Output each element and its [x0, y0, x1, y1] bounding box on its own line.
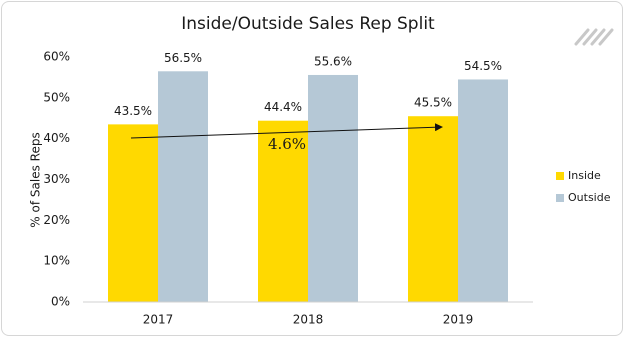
- value-label: 54.5%: [464, 59, 502, 73]
- x-tick-label: 2017: [143, 313, 174, 327]
- y-tick-label: 60%: [43, 50, 70, 64]
- trend-arrow: [130, 123, 443, 139]
- y-tick-label: 30%: [43, 172, 70, 186]
- legend-swatch: [556, 194, 564, 202]
- x-tick-label: 2019: [443, 313, 474, 327]
- value-label: 44.4%: [264, 100, 302, 114]
- x-tick-label: 2018: [293, 313, 324, 327]
- chart-title: Inside/Outside Sales Rep Split: [181, 14, 435, 34]
- legend-swatch: [556, 172, 564, 180]
- bar: [108, 124, 158, 302]
- bar: [408, 116, 458, 302]
- logo: [574, 28, 614, 46]
- value-label: 45.5%: [414, 96, 452, 110]
- value-label: 43.5%: [114, 104, 152, 118]
- bar: [458, 79, 508, 302]
- y-tick-label: 40%: [43, 131, 70, 145]
- bar: [308, 74, 358, 302]
- legend-label: Inside: [568, 169, 601, 182]
- bar: [258, 120, 308, 302]
- value-label: 55.6%: [314, 54, 352, 68]
- bar: [158, 71, 208, 303]
- y-tick-label: 10%: [43, 254, 70, 268]
- y-tick-label: 0%: [51, 295, 70, 309]
- y-tick-label: 50%: [43, 90, 70, 104]
- annotation: 4.6%: [268, 135, 306, 153]
- value-label: 56.5%: [164, 51, 202, 65]
- y-axis-title: % of Sales Reps: [29, 132, 43, 227]
- legend-label: Outside: [568, 191, 611, 204]
- y-tick-label: 20%: [43, 213, 70, 227]
